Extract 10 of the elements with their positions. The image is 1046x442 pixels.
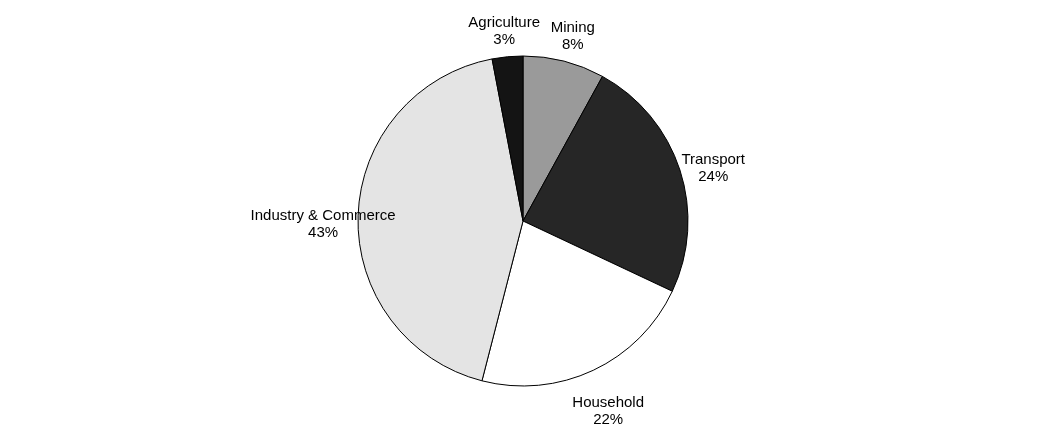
slice-label: Agriculture — [468, 12, 541, 30]
slice-label: Industry & Commerce — [250, 205, 396, 223]
slice-label: Household — [572, 392, 645, 410]
slice-label: Transport — [681, 150, 746, 168]
data-label: 3% — [493, 29, 516, 47]
data-label: 22% — [593, 409, 624, 427]
data-label: 24% — [698, 167, 729, 185]
slice-label: Mining — [550, 18, 595, 36]
data-label: 43% — [308, 222, 339, 240]
data-label: 8% — [561, 35, 584, 53]
